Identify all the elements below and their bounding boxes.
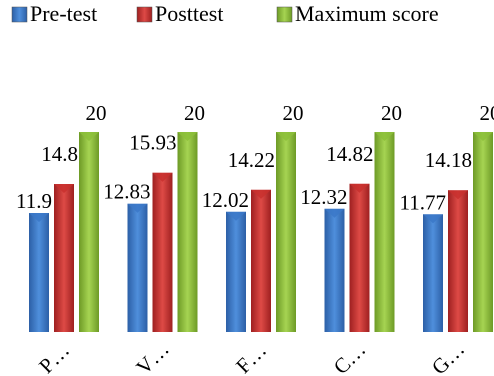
x-tick-label-4: C… — [329, 337, 371, 376]
bar-maximum-score-1 — [79, 130, 99, 332]
legend-label: Posttest — [155, 1, 223, 26]
legend-item-pre-test: Pre-test — [11, 1, 97, 26]
legend: Pre-test Posttest Maximum score — [11, 1, 439, 26]
bar-pre-test-1 — [29, 211, 49, 332]
legend-swatch — [136, 6, 153, 23]
bar-posttest-2 — [152, 170, 173, 332]
data-label-posttest-4: 14.82 — [326, 142, 373, 166]
bar-pre-test-4 — [324, 206, 345, 332]
data-label-posttest-1: 14.8 — [41, 142, 78, 166]
data-label-posttest-2: 15.93 — [129, 131, 176, 155]
bars-group — [29, 130, 493, 332]
legend-item-posttest: Posttest — [136, 1, 223, 26]
legend-item-maximum-score: Maximum score — [276, 1, 439, 26]
legend-label: Maximum score — [295, 1, 439, 26]
data-label-pre-test-5: 11.77 — [400, 190, 446, 214]
legend-swatch — [276, 6, 293, 23]
bar-maximum-score-2 — [177, 130, 198, 332]
data-label-maximum-score-5: 20 — [480, 101, 494, 125]
data-label-maximum-score-2: 20 — [184, 101, 205, 125]
data-label-posttest-3: 14.22 — [228, 148, 275, 172]
bar-maximum-score-3 — [276, 130, 296, 332]
data-label-pre-test-2: 12.83 — [103, 180, 150, 204]
data-label-maximum-score-3: 20 — [283, 101, 304, 125]
x-tick-label-1: P… — [34, 338, 74, 376]
bar-maximum-score-5 — [473, 130, 493, 332]
data-label-posttest-5: 14.18 — [425, 148, 472, 172]
bar-pre-test-3 — [226, 209, 246, 332]
bar-maximum-score-4 — [374, 130, 395, 332]
data-labels-group: 11.9 14.8 20 12.83 15.93 20 12.02 14.22 20 12.32 1… — [16, 101, 494, 214]
bar-pre-test-5 — [423, 212, 443, 332]
data-label-pre-test-4: 12.32 — [300, 185, 347, 209]
data-label-maximum-score-1: 20 — [86, 101, 107, 125]
x-tick-label-3: F… — [231, 338, 271, 376]
bar-posttest-5 — [448, 188, 468, 332]
bar-posttest-1 — [54, 182, 74, 332]
x-tick-label-2: V… — [131, 337, 174, 376]
data-label-maximum-score-4: 20 — [381, 101, 402, 125]
legend-swatch — [11, 6, 28, 23]
x-tick-labels-group: P… V… F… C… G… — [34, 337, 469, 376]
bar-posttest-3 — [251, 187, 271, 332]
bar-pre-test-2 — [127, 201, 148, 332]
legend-label: Pre-test — [30, 1, 97, 26]
data-label-pre-test-3: 12.02 — [202, 188, 249, 212]
bar-posttest-4 — [349, 181, 370, 332]
x-tick-label-5: G… — [427, 337, 470, 376]
data-label-pre-test-1: 11.9 — [16, 189, 52, 213]
